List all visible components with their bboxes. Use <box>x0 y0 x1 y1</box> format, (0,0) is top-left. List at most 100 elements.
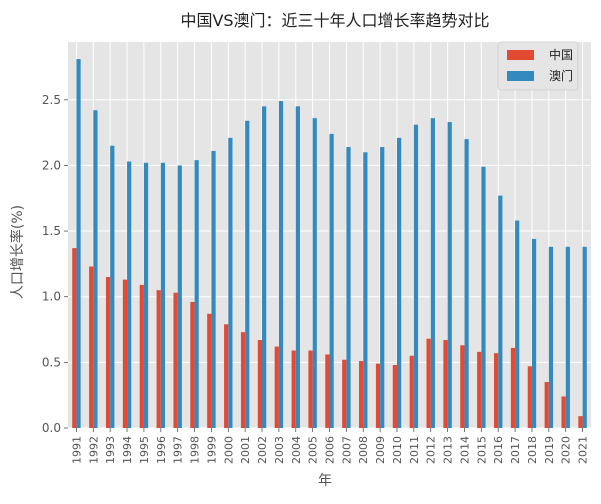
x-tick-label: 2008 <box>357 436 370 464</box>
bar-china-2008 <box>359 361 364 428</box>
legend: 中国 澳门 <box>497 41 579 91</box>
bar-china-1997 <box>173 292 178 428</box>
x-tick-label: 1995 <box>138 436 151 464</box>
bar-china-2010 <box>392 364 397 428</box>
bar-china-2021 <box>578 416 583 428</box>
bar-macau-2009 <box>380 147 385 429</box>
y-tick-label: 2.5 <box>42 93 61 107</box>
legend-swatch-china <box>507 50 534 60</box>
x-tick-label: 2011 <box>408 436 421 464</box>
bar-china-1991 <box>72 248 77 428</box>
bar-macau-2019 <box>548 246 554 428</box>
bar-china-2005 <box>308 350 313 428</box>
x-tick-label: 2003 <box>273 436 286 464</box>
bar-macau-1991 <box>76 59 81 429</box>
bar-macau-1992 <box>93 110 98 429</box>
x-tick-label: 2006 <box>324 436 337 464</box>
bar-china-2009 <box>375 363 381 428</box>
bar-china-2019 <box>544 382 549 428</box>
bar-china-2014 <box>460 345 465 428</box>
bar-macau-2020 <box>565 246 570 428</box>
bar-china-1996 <box>156 290 161 428</box>
bar-macau-2008 <box>363 152 368 429</box>
bar-macau-1993 <box>110 145 115 429</box>
bar-china-2015 <box>477 351 482 428</box>
x-tick-label: 2000 <box>222 436 235 464</box>
bar-macau-2015 <box>481 166 486 428</box>
y-axis-label: 人口增长率(%) <box>9 205 26 299</box>
x-tick-label: 1994 <box>121 436 134 464</box>
bar-macau-2012 <box>430 118 435 428</box>
x-tick-label: 2004 <box>290 436 303 464</box>
bar-macau-2010 <box>396 137 402 428</box>
x-tick-label: 2020 <box>560 436 573 464</box>
x-axis-ticks: 1991 1992 1993 1994 1995 1996 1997 1998 1999 2000… <box>70 428 590 464</box>
bar-macau-2014 <box>464 139 469 428</box>
bar-china-2006 <box>325 354 330 428</box>
bar-macau-2000 <box>228 137 233 428</box>
x-tick-label: 1999 <box>205 436 218 464</box>
bar-china-2007 <box>342 359 347 428</box>
bar-china-2020 <box>561 396 566 428</box>
x-tick-label: 1993 <box>104 436 117 464</box>
bar-macau-2013 <box>447 122 452 428</box>
x-tick-label: 2002 <box>256 436 269 464</box>
x-tick-label: 1991 <box>70 436 83 464</box>
x-tick-label: 2007 <box>340 436 353 464</box>
x-tick-label: 2009 <box>374 436 387 464</box>
bar-macau-2011 <box>413 124 419 428</box>
bar-macau-1994 <box>127 161 132 428</box>
bar-china-1992 <box>89 266 94 428</box>
y-tick-label: 0.5 <box>42 355 61 369</box>
bar-macau-1997 <box>177 165 182 428</box>
x-tick-label: 1997 <box>172 436 185 464</box>
x-tick-label: 2014 <box>458 436 471 464</box>
bar-macau-2007 <box>346 147 351 429</box>
chart-title: 中国VS澳门：近三十年人口增长率趋势对比 <box>180 11 489 30</box>
bar-macau-2021 <box>582 246 587 428</box>
bar-macau-2004 <box>295 106 300 428</box>
bar-macau-2016 <box>498 195 503 428</box>
bar-macau-2017 <box>515 220 520 428</box>
x-tick-label: 2013 <box>442 436 455 464</box>
x-tick-label: 2010 <box>391 436 404 464</box>
y-tick-label: 2.0 <box>42 158 61 172</box>
x-tick-label: 2001 <box>239 436 252 464</box>
bar-china-2003 <box>274 346 279 428</box>
bar-china-2016 <box>493 353 499 428</box>
bar-china-2012 <box>426 338 431 428</box>
x-tick-label: 2021 <box>577 436 590 464</box>
bar-macau-1996 <box>160 162 166 428</box>
bar-china-1999 <box>207 313 212 428</box>
x-tick-label: 2005 <box>307 436 320 464</box>
bar-macau-2003 <box>278 101 284 428</box>
x-tick-label: 1996 <box>155 436 168 464</box>
bar-china-2017 <box>510 347 516 428</box>
legend-label-macau: 澳门 <box>549 68 573 83</box>
bar-china-2001 <box>240 332 246 428</box>
x-tick-label: 1992 <box>87 436 100 464</box>
bar-macau-2002 <box>262 106 267 428</box>
x-tick-label: 2017 <box>509 436 522 464</box>
legend-swatch-macau <box>507 71 534 81</box>
bar-china-1995 <box>139 284 144 428</box>
x-tick-label: 2012 <box>425 436 438 464</box>
bar-china-2000 <box>224 324 229 428</box>
x-tick-label: 2016 <box>492 436 505 464</box>
y-tick-label: 0.0 <box>42 421 61 435</box>
bar-macau-1995 <box>143 162 149 428</box>
bar-china-2002 <box>257 340 263 428</box>
y-tick-label: 1.5 <box>42 224 61 238</box>
bar-china-1994 <box>122 279 128 428</box>
x-axis-label: 年 <box>318 473 332 489</box>
bar-macau-1999 <box>211 150 216 429</box>
bar-macau-2006 <box>329 133 334 428</box>
bars <box>72 59 587 429</box>
bar-china-1993 <box>105 277 111 428</box>
bar-china-1998 <box>190 301 195 428</box>
x-tick-label: 2015 <box>475 436 488 464</box>
bar-china-2011 <box>409 355 414 428</box>
bar-macau-1998 <box>194 160 199 428</box>
legend-label-china: 中国 <box>549 47 573 62</box>
